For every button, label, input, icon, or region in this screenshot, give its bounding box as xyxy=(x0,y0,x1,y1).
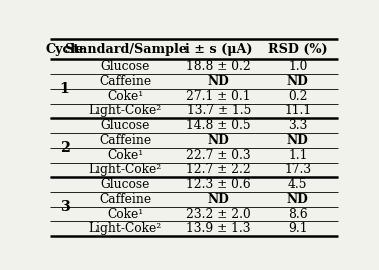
Text: Light-Coke²: Light-Coke² xyxy=(89,222,162,235)
Text: ND: ND xyxy=(208,193,230,206)
Text: Coke¹: Coke¹ xyxy=(107,149,143,162)
Text: Caffeine: Caffeine xyxy=(99,134,151,147)
Text: 12.3 ± 0.6: 12.3 ± 0.6 xyxy=(186,178,251,191)
Text: Caffeine: Caffeine xyxy=(99,75,151,88)
Text: 4.5: 4.5 xyxy=(288,178,308,191)
Text: Caffeine: Caffeine xyxy=(99,193,151,206)
Text: Coke¹: Coke¹ xyxy=(107,208,143,221)
Text: ND: ND xyxy=(287,134,309,147)
Text: 14.8 ± 0.5: 14.8 ± 0.5 xyxy=(186,119,251,132)
Text: 0.2: 0.2 xyxy=(288,90,308,103)
Text: 11.1: 11.1 xyxy=(284,104,312,117)
Text: ND: ND xyxy=(208,75,230,88)
Text: 8.6: 8.6 xyxy=(288,208,308,221)
Text: ND: ND xyxy=(287,193,309,206)
Text: 9.1: 9.1 xyxy=(288,222,308,235)
Text: Light-Coke²: Light-Coke² xyxy=(89,163,162,176)
Text: Cycle: Cycle xyxy=(45,43,84,56)
Text: Glucose: Glucose xyxy=(100,119,150,132)
Text: RSD (%): RSD (%) xyxy=(268,43,328,56)
Text: 23.2 ± 2.0: 23.2 ± 2.0 xyxy=(186,208,251,221)
Text: 1.0: 1.0 xyxy=(288,60,307,73)
Text: 13.7 ± 1.5: 13.7 ± 1.5 xyxy=(186,104,251,117)
Text: Light-Coke²: Light-Coke² xyxy=(89,104,162,117)
Text: 1: 1 xyxy=(60,82,70,96)
Text: Glucose: Glucose xyxy=(100,178,150,191)
Text: Coke¹: Coke¹ xyxy=(107,90,143,103)
Text: ND: ND xyxy=(287,75,309,88)
Text: 3: 3 xyxy=(60,200,70,214)
Text: 27.1 ± 0.1: 27.1 ± 0.1 xyxy=(186,90,251,103)
Text: 22.7 ± 0.3: 22.7 ± 0.3 xyxy=(186,149,251,162)
Text: 18.8 ± 0.2: 18.8 ± 0.2 xyxy=(186,60,251,73)
Text: 17.3: 17.3 xyxy=(284,163,312,176)
Text: 2: 2 xyxy=(60,141,70,155)
Text: 1.1: 1.1 xyxy=(288,149,307,162)
Text: Glucose: Glucose xyxy=(100,60,150,73)
Text: 13.9 ± 1.3: 13.9 ± 1.3 xyxy=(186,222,251,235)
Text: 3.3: 3.3 xyxy=(288,119,307,132)
Text: Standard/Sample: Standard/Sample xyxy=(64,43,186,56)
Text: 12.7 ± 2.2: 12.7 ± 2.2 xyxy=(186,163,251,176)
Text: i ± s (μA): i ± s (μA) xyxy=(185,43,252,56)
Text: ND: ND xyxy=(208,134,230,147)
